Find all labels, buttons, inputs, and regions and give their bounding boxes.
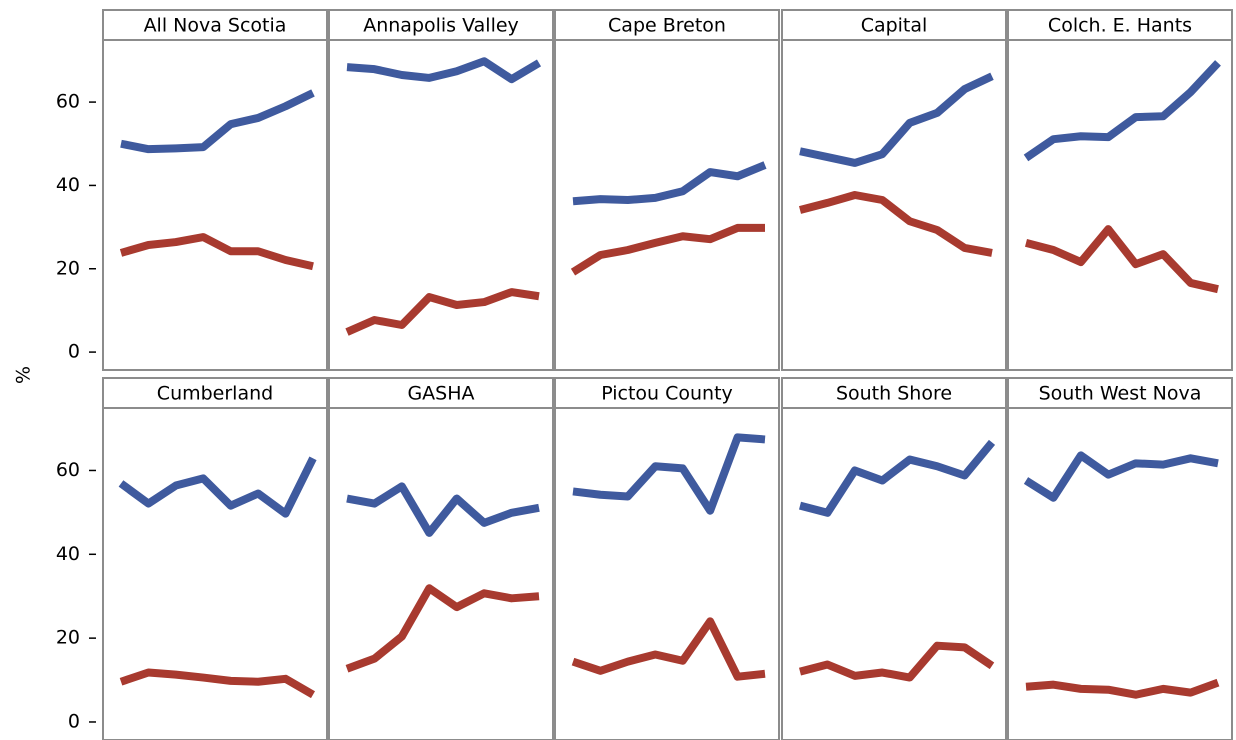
series-line	[346, 482, 540, 537]
panel-frame	[102, 407, 328, 740]
y-tick-label: 20	[56, 257, 80, 279]
panel-title: Colch. E. Hants	[1048, 15, 1192, 37]
panel-header	[554, 9, 780, 41]
panel-header	[328, 9, 554, 41]
panel-title: South Shore	[836, 383, 952, 405]
series-line	[798, 191, 993, 257]
series-line	[118, 456, 317, 518]
panel-frame	[554, 407, 780, 740]
y-tick-label: 40	[56, 543, 80, 565]
series-line	[119, 668, 316, 699]
series-line	[798, 439, 996, 517]
series-line	[570, 223, 765, 276]
series-line	[345, 288, 540, 336]
series-line	[1025, 678, 1220, 699]
panel-header	[102, 9, 328, 41]
y-axis-label: %	[13, 366, 35, 384]
series-line	[572, 161, 767, 206]
panel-title: South West Nova	[1039, 383, 1202, 405]
series-line	[571, 617, 766, 681]
panel-frame	[102, 39, 328, 371]
series-line	[346, 57, 542, 84]
panel-header	[781, 377, 1007, 409]
panel-header	[781, 9, 1007, 41]
series-line	[1023, 60, 1221, 162]
series-line	[572, 433, 766, 515]
panel-title: Cape Breton	[608, 15, 726, 37]
panel-frame	[328, 39, 554, 371]
y-tick-label: 40	[56, 174, 80, 196]
panel-frame	[328, 407, 554, 740]
panel-frame	[554, 39, 780, 371]
series-line	[119, 233, 314, 271]
panel-title: GASHA	[407, 383, 474, 405]
series-line	[1023, 451, 1219, 502]
series-line	[345, 584, 540, 673]
panel-header	[1007, 377, 1233, 409]
series-line	[799, 72, 994, 167]
panel-title: All Nova Scotia	[144, 15, 287, 37]
y-tick-label: 0	[68, 341, 80, 363]
panel-header	[554, 377, 780, 409]
series-line	[798, 641, 995, 682]
y-tick-label: 60	[56, 459, 80, 481]
panel-title: Pictou County	[601, 383, 733, 405]
panel-header	[102, 377, 328, 409]
series-line	[1024, 225, 1219, 294]
panel-header	[328, 377, 554, 409]
panel-title: Capital	[861, 15, 928, 37]
panel-frame	[1007, 39, 1233, 371]
y-tick-label: 60	[56, 91, 80, 113]
series-line	[120, 89, 315, 154]
y-tick-label: 0	[68, 710, 80, 732]
panel-frame	[781, 407, 1007, 740]
y-tick-label: 20	[56, 627, 80, 649]
panel-title: Annapolis Valley	[363, 15, 519, 37]
panel-title: Cumberland	[157, 383, 273, 405]
